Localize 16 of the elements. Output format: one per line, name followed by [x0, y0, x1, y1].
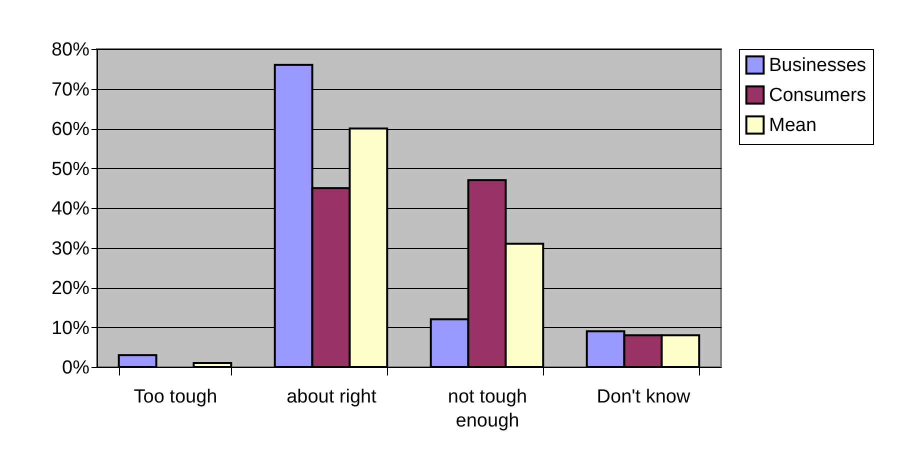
y-tick-label: 50%: [51, 158, 90, 180]
y-tick-label: 60%: [51, 119, 90, 140]
legend-label: Consumers: [769, 85, 866, 106]
y-tick-label: 30%: [51, 238, 90, 260]
y-tick-label: 0%: [62, 358, 90, 378]
x-tick-label: not tough enough: [448, 386, 528, 432]
y-tick-label: 40%: [51, 198, 90, 220]
x-tick-label: about right: [286, 386, 378, 408]
y-tick-label: 10%: [51, 318, 90, 339]
x-tick-label: Don't know: [596, 386, 690, 408]
x-tick-label: Too tough: [134, 386, 218, 408]
y-tick-label: 70%: [51, 79, 90, 100]
y-tick-label: 80%: [51, 40, 90, 60]
y-tick-label: 20%: [51, 278, 90, 299]
legend-label: Mean: [769, 115, 817, 136]
legend-label: Businesses: [769, 55, 866, 76]
